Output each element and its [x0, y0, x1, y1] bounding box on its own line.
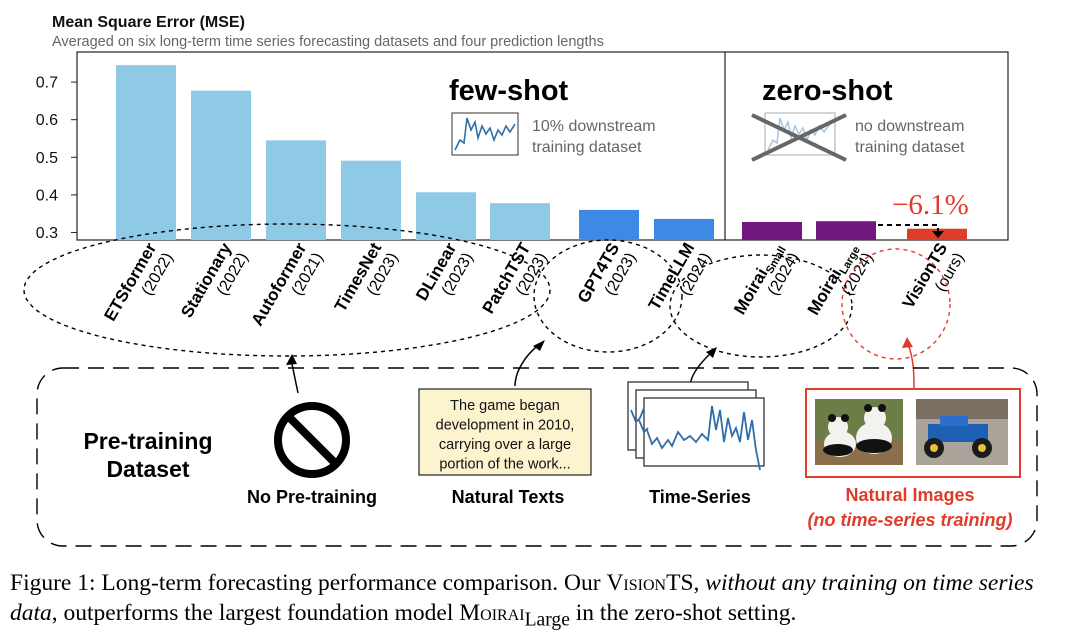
x-tick-label: ETSformer(2022)	[100, 239, 176, 324]
x-tick-label: VisionTS(ours)	[899, 240, 968, 312]
chart-title: Mean Square Error (MSE)	[52, 14, 245, 31]
x-tick-label: Stationary(2022)	[177, 239, 251, 321]
y-tick-label: 0.5	[36, 150, 58, 167]
atv-image	[916, 399, 1008, 465]
visionts-ellipse	[841, 248, 951, 360]
moirai-name: Moirai	[459, 600, 525, 626]
x-tick-label: Autoformer(2021)	[248, 239, 327, 329]
prohibited-icon	[274, 402, 350, 478]
text-sample-line: portion of the work...	[439, 457, 570, 473]
few-shot-desc-1: 10% downstream	[532, 118, 656, 135]
bar-timellm	[654, 218, 714, 240]
bar-etsformer	[116, 65, 176, 240]
y-tick-label: 0.4	[36, 187, 58, 204]
bar-moirai-small	[742, 221, 802, 240]
bar-gpt4ts	[579, 209, 639, 240]
timeseries-label: Time-Series	[649, 487, 751, 507]
natural-texts-label: Natural Texts	[452, 487, 565, 507]
natural-images-sublabel: (no time-series training)	[807, 510, 1012, 530]
natural-images-box	[805, 388, 1021, 478]
improvement-annotation: −6.1%	[892, 189, 969, 221]
x-tick-label: MoiraiLarge(2024)	[804, 240, 877, 320]
pretraining-label-2: Dataset	[106, 456, 189, 482]
timeseries-stack-icon	[627, 381, 765, 471]
bar-stationary	[191, 90, 251, 240]
few-shot-desc-2: training dataset	[532, 139, 642, 156]
bar-dlinear	[416, 192, 476, 240]
few-shot-sparkline-icon	[451, 112, 519, 156]
panda-image	[815, 399, 903, 465]
zero-shot-desc-1: no downstream	[855, 118, 964, 135]
y-tick-label: 0.3	[36, 225, 58, 242]
no-pretraining-ellipse	[23, 223, 551, 357]
images-connector-arrow	[907, 343, 915, 389]
y-tick-label: 0.6	[36, 112, 58, 129]
text-sample-line: carrying over a large	[439, 437, 571, 453]
x-tick-label: GPT4TS(2023)	[574, 240, 640, 307]
few-shot-title: few-shot	[449, 75, 569, 107]
zero-shot-desc-2: training dataset	[855, 139, 965, 156]
bar-moirai-large	[816, 221, 876, 240]
zero-shot-title: zero-shot	[762, 75, 893, 107]
mse-bar-chart: Mean Square Error (MSE) Averaged on six …	[23, 14, 1038, 547]
x-tick-label: PatchTST(2023)	[479, 239, 551, 317]
no-pretraining-label: No Pre-training	[247, 487, 377, 507]
zero-shot-crossed-sparkline-icon	[751, 112, 847, 162]
figure-caption: Figure 1: Long-term forecasting performa…	[10, 570, 1034, 631]
natural-text-sample: The game began development in 2010, carryi…	[436, 398, 575, 473]
pretraining-label-1: Pre-training	[83, 428, 212, 454]
text-sample-line: The game began	[450, 398, 560, 414]
visionts-name: VisionTS	[606, 570, 694, 596]
x-tick-label: TimesNet(2023)	[331, 239, 402, 315]
bar-patchtst	[490, 203, 550, 240]
natural-text-sample-box	[418, 388, 592, 476]
timeseries-pretraining-ellipse	[669, 254, 853, 358]
x-tick-label: DLinear(2023)	[412, 239, 477, 304]
pretraining-dataset-box	[36, 367, 1038, 547]
natural-images-label: Natural Images	[845, 485, 974, 505]
bar-autoformer	[266, 140, 326, 240]
chart-subtitle: Averaged on six long-term time series fo…	[52, 34, 604, 50]
y-tick-label: 0.7	[36, 75, 58, 92]
x-tick-label: MoiraiSmall(2024)	[730, 240, 803, 320]
text-pretraining-ellipse	[533, 239, 683, 353]
text-sample-line: development in 2010,	[436, 418, 575, 434]
improvement-arrow	[878, 224, 939, 233]
